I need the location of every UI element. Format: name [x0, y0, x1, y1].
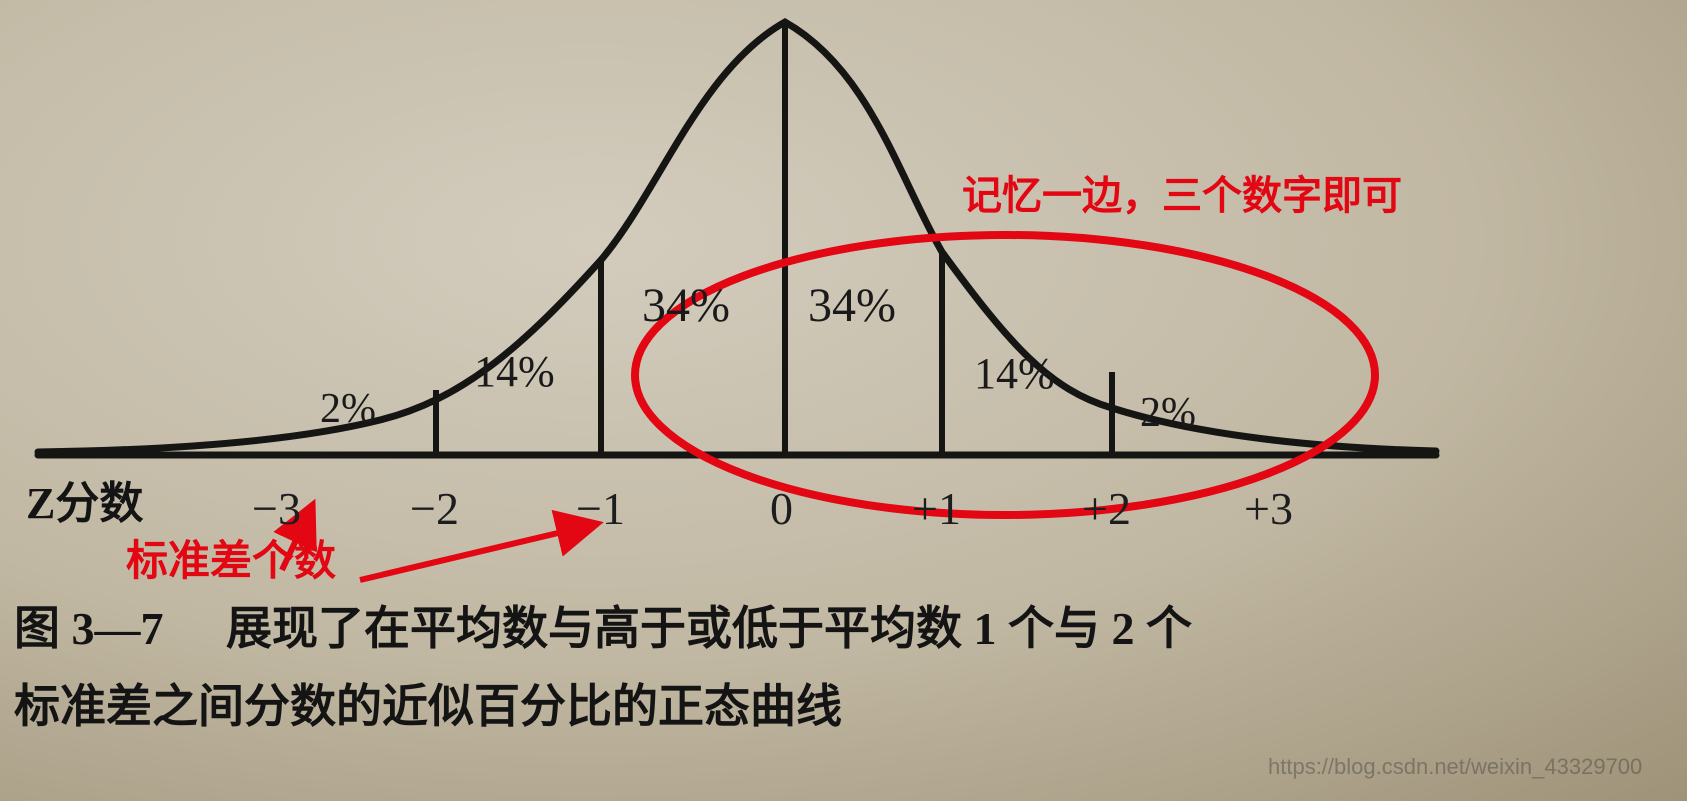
caption-line1: 展现了在平均数与高于或低于平均数 1 个与 2 个 [226, 606, 1192, 652]
tick-0: 0 [770, 486, 793, 532]
annotation-memo: 记忆一边，三个数字即可 [962, 176, 1402, 216]
pct-neg3-neg2: 2% [320, 388, 376, 430]
watermark: https://blog.csdn.net/weixin_43329700 [1268, 756, 1642, 778]
tick-neg2: −2 [410, 486, 459, 532]
tick-pos3: +3 [1244, 486, 1293, 532]
pct-neg1-0: 34% [642, 282, 730, 330]
tick-pos2: +2 [1082, 486, 1131, 532]
annotation-sdcount: 标准差个数 [126, 540, 336, 582]
caption-line2: 标准差之间分数的近似百分比的正态曲线 [14, 684, 842, 730]
tick-pos1: +1 [912, 486, 961, 532]
pct-0-pos1: 34% [808, 282, 896, 330]
pct-neg2-neg1: 14% [474, 350, 555, 394]
tick-neg3: −3 [252, 486, 301, 532]
axis-title: Z分数 [26, 482, 143, 526]
pct-pos1-pos2: 14% [974, 352, 1055, 396]
tick-neg1: −1 [576, 486, 625, 532]
figure-number: 图 3—7 [14, 606, 164, 652]
pct-pos2-pos3: 2% [1140, 392, 1196, 434]
